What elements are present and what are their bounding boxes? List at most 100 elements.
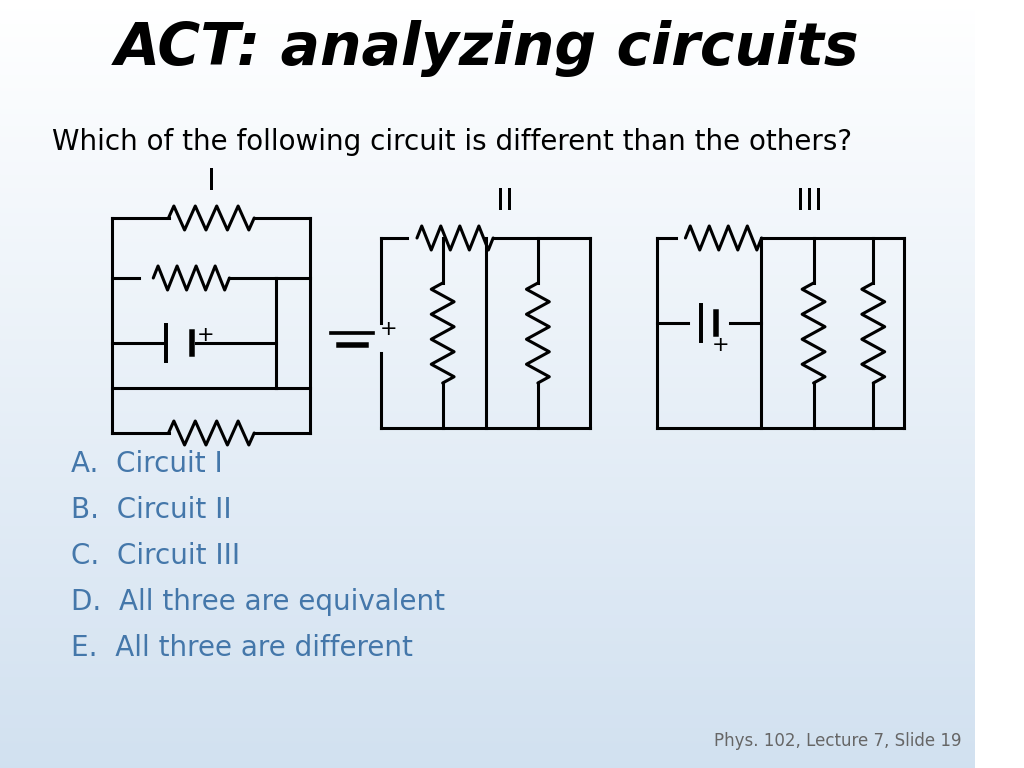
Bar	[0, 328, 975, 330]
Text: ACT: analyzing circuits: ACT: analyzing circuits	[115, 20, 860, 77]
Bar	[0, 136, 975, 138]
Bar	[0, 18, 975, 21]
Bar	[0, 543, 975, 545]
Bar	[0, 125, 975, 128]
Bar	[0, 397, 975, 399]
Bar	[0, 379, 975, 382]
Text: D.  All three are equivalent: D. All three are equivalent	[72, 588, 445, 616]
Bar	[0, 292, 975, 294]
Bar	[0, 159, 975, 161]
Bar	[0, 56, 975, 59]
Bar	[0, 712, 975, 714]
Bar	[0, 167, 975, 169]
Bar	[0, 727, 975, 730]
Bar	[0, 61, 975, 64]
Bar	[0, 530, 975, 532]
Bar	[0, 402, 975, 405]
Bar	[0, 670, 975, 674]
Text: C.  Circuit III: C. Circuit III	[72, 542, 241, 570]
Bar	[0, 627, 975, 630]
Bar	[0, 684, 975, 686]
Bar	[0, 551, 975, 553]
Bar	[0, 758, 975, 760]
Bar	[0, 425, 975, 428]
Bar	[0, 647, 975, 650]
Bar	[0, 632, 975, 635]
Bar	[0, 624, 975, 627]
Bar	[0, 138, 975, 141]
Bar	[0, 164, 975, 167]
Bar	[0, 394, 975, 397]
Bar	[0, 213, 975, 215]
Bar	[0, 497, 975, 499]
Bar	[0, 489, 975, 492]
Bar	[0, 69, 975, 71]
Bar	[0, 263, 975, 266]
Bar	[0, 637, 975, 640]
Bar	[0, 251, 975, 253]
Bar	[0, 720, 975, 722]
Bar	[0, 476, 975, 478]
Bar	[0, 356, 975, 359]
Bar	[0, 440, 975, 443]
Bar	[0, 558, 975, 561]
Bar	[0, 545, 975, 548]
Text: E.  All three are different: E. All three are different	[72, 634, 414, 662]
Bar	[0, 409, 975, 412]
Bar	[0, 194, 975, 197]
Bar	[0, 197, 975, 200]
Bar	[0, 217, 975, 220]
Bar	[0, 148, 975, 151]
Bar	[0, 313, 975, 315]
Bar	[0, 538, 975, 540]
Bar	[0, 146, 975, 148]
Bar	[0, 323, 975, 325]
Bar	[0, 338, 975, 340]
Bar	[0, 382, 975, 384]
Bar	[0, 228, 975, 230]
Text: A.  Circuit I: A. Circuit I	[72, 450, 223, 478]
Bar	[0, 520, 975, 522]
Bar	[0, 601, 975, 604]
Bar	[0, 154, 975, 156]
Bar	[0, 701, 975, 704]
Bar	[0, 732, 975, 735]
Text: I: I	[207, 167, 216, 196]
Bar	[0, 445, 975, 448]
Bar	[0, 317, 975, 320]
Bar	[0, 576, 975, 578]
Bar	[0, 517, 975, 520]
Bar	[0, 38, 975, 41]
Text: B.  Circuit II: B. Circuit II	[72, 496, 232, 524]
Bar	[0, 279, 975, 282]
Text: +: +	[712, 335, 729, 355]
Bar	[0, 123, 975, 125]
Bar	[0, 243, 975, 246]
Bar	[0, 412, 975, 415]
Bar	[0, 23, 975, 25]
Bar	[0, 282, 975, 284]
Bar	[0, 333, 975, 336]
Bar	[0, 8, 975, 10]
Bar	[0, 468, 975, 471]
Bar	[0, 340, 975, 343]
Bar	[0, 131, 975, 133]
Bar	[0, 678, 975, 681]
Bar	[0, 482, 975, 484]
Bar	[0, 297, 975, 300]
Bar	[0, 553, 975, 555]
Bar	[0, 41, 975, 44]
Bar	[0, 740, 975, 743]
Bar	[0, 399, 975, 402]
Bar	[0, 274, 975, 276]
Bar	[0, 156, 975, 159]
Bar	[0, 118, 975, 121]
Bar	[0, 266, 975, 269]
Bar	[0, 660, 975, 663]
Bar	[0, 658, 975, 660]
Bar	[0, 614, 975, 617]
Bar	[0, 10, 975, 13]
Bar	[0, 44, 975, 46]
Bar	[0, 630, 975, 632]
Bar	[0, 699, 975, 701]
